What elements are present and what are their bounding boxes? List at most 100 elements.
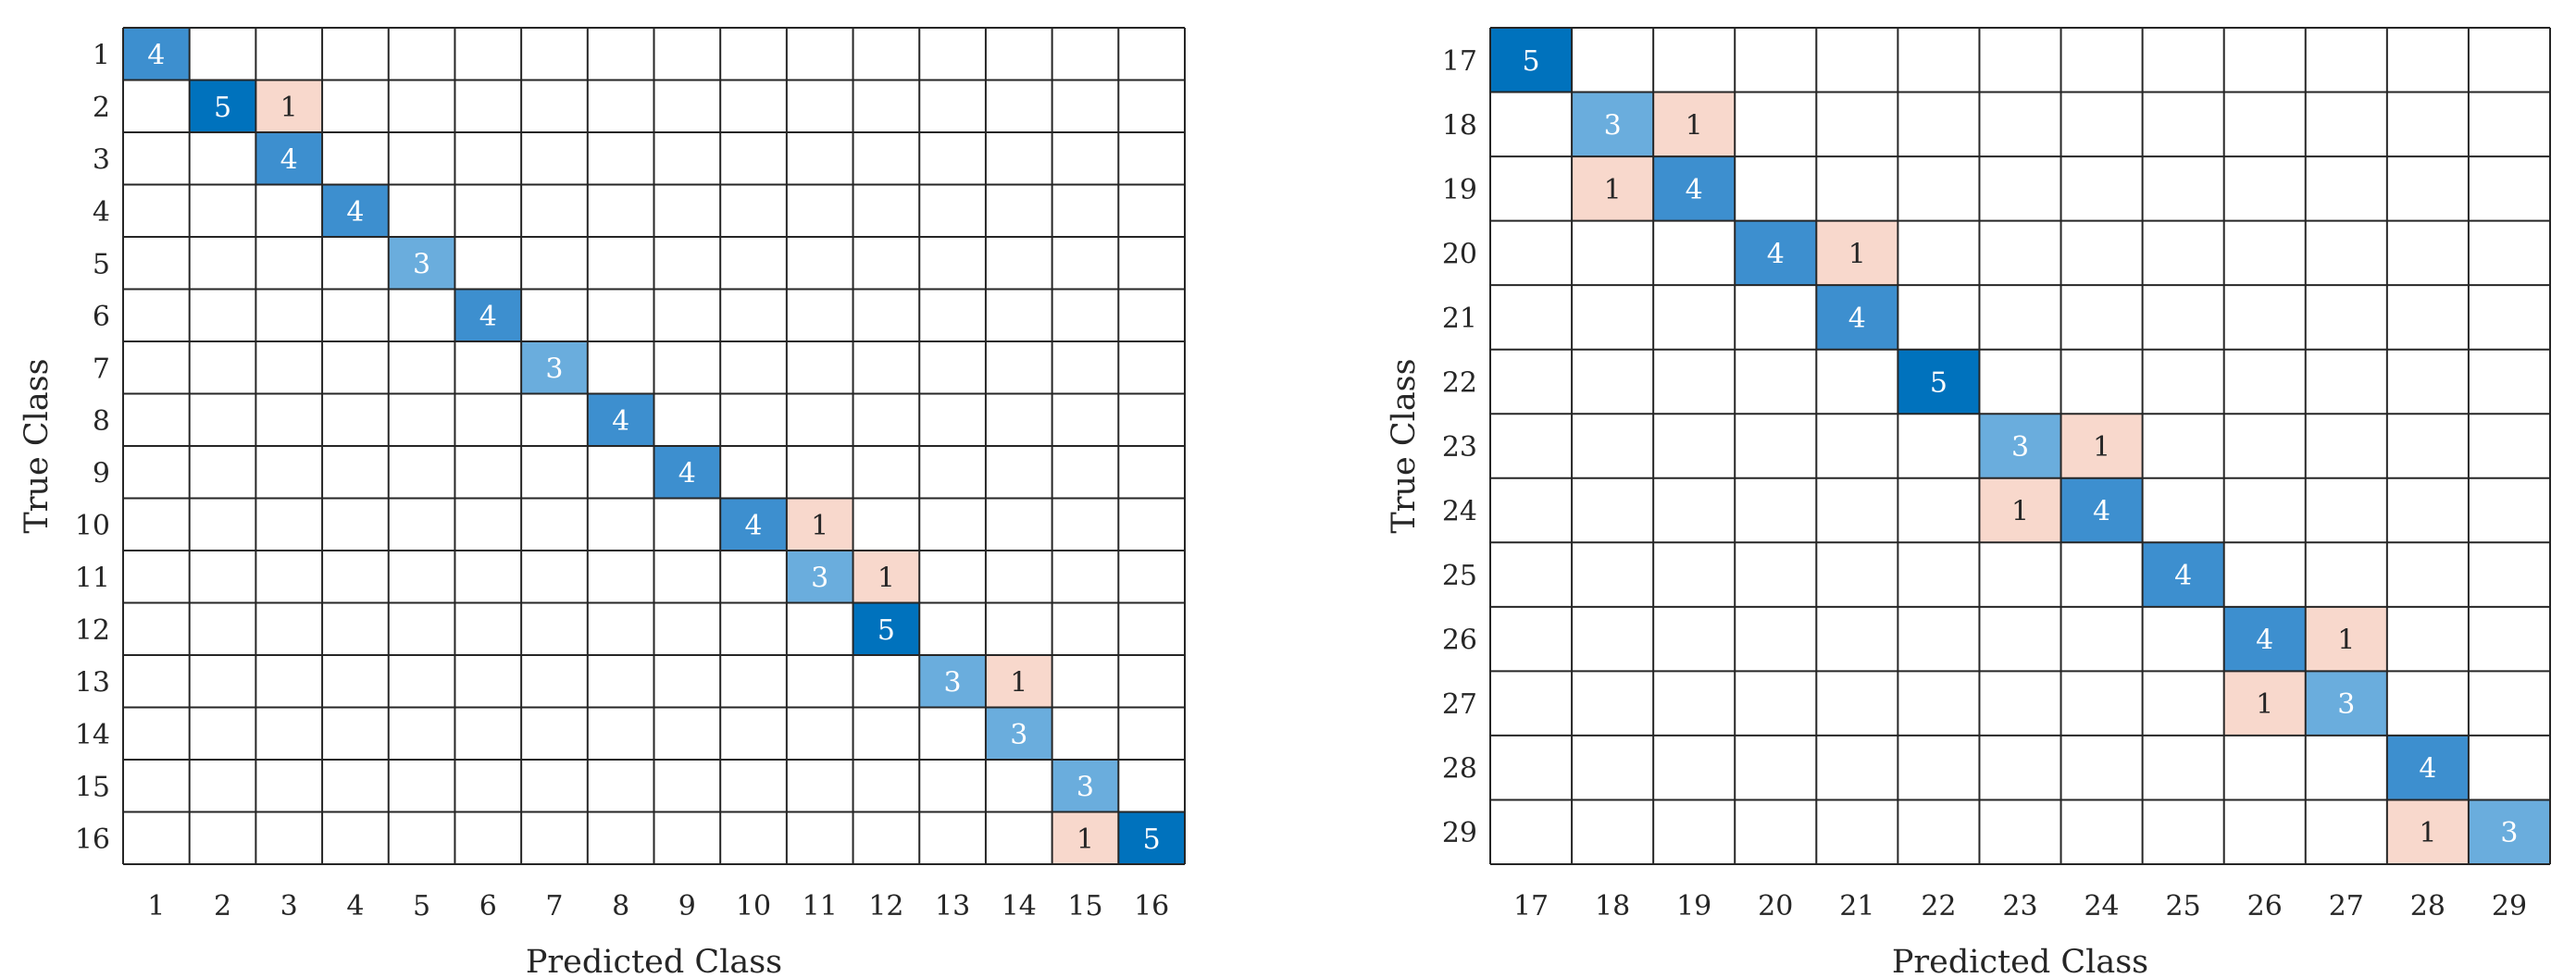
matrix-1-cell-value-12-12: 5 bbox=[877, 614, 895, 647]
matrix-1-cell-8-8 bbox=[587, 393, 654, 446]
matrix-1-x-tick-13: 13 bbox=[935, 890, 970, 922]
matrix-1-cell-value-2-2: 5 bbox=[214, 92, 231, 124]
matrix-2-cell-value-29-28: 1 bbox=[2419, 817, 2436, 849]
matrix-2-cell-24-23 bbox=[1979, 477, 2061, 543]
matrix-1-cell-13-13 bbox=[919, 655, 986, 708]
matrix-1-cell-value-14-14: 3 bbox=[1010, 719, 1027, 751]
matrix-1-x-axis-label: Predicted Class bbox=[526, 944, 782, 978]
matrix-1-cell-4-4 bbox=[322, 184, 389, 237]
matrix-2-y-tick-26: 26 bbox=[1442, 625, 1477, 657]
matrix-2-cell-value-19-18: 1 bbox=[1604, 174, 1622, 206]
matrix-1-cell-6-6 bbox=[454, 289, 522, 341]
matrix-1-y-tick-2: 2 bbox=[93, 92, 110, 124]
matrix-2-cell-19-18 bbox=[1572, 156, 1654, 221]
matrix-2-cell-23-23 bbox=[1979, 414, 2061, 478]
matrix-1-cell-value-15-15: 3 bbox=[1076, 771, 1094, 803]
matrix-2-y-tick-17: 17 bbox=[1442, 45, 1477, 78]
matrix-1-x-tick-2: 2 bbox=[214, 890, 231, 922]
matrix-1-x-tick-7: 7 bbox=[545, 890, 563, 922]
matrix-1-y-tick-1: 1 bbox=[93, 39, 110, 71]
matrix-2-x-tick-18: 18 bbox=[1595, 890, 1630, 922]
matrix-1-cell-14-14 bbox=[985, 707, 1052, 760]
matrix-1-y-tick-7: 7 bbox=[93, 353, 110, 385]
matrix-1-cells: 4 5 1 4 4 3 4 3 4 4 4 1 3 1 5 3 1 3 3 1 5 bbox=[123, 28, 1185, 864]
matrix-1-y-tick-6: 6 bbox=[93, 301, 110, 333]
matrix-2-cell-value-20-21: 1 bbox=[1848, 238, 1866, 270]
matrix-1-cell-3-3 bbox=[255, 132, 323, 185]
matrix-2-y-tick-19: 19 bbox=[1442, 174, 1477, 206]
matrix-1-cell-value-13-13: 3 bbox=[944, 666, 962, 699]
matrix-2-x-tick-21: 21 bbox=[1839, 890, 1874, 922]
matrix-1-x-tick-3: 3 bbox=[280, 890, 298, 922]
matrix-1-cell-10-10 bbox=[720, 498, 787, 551]
matrix-2-x-tick-22: 22 bbox=[1921, 890, 1956, 922]
matrix-1-y-tick-9: 9 bbox=[93, 457, 110, 489]
matrix-1-cell-value-11-11: 3 bbox=[811, 562, 828, 594]
matrix-1-y-tick-10: 10 bbox=[75, 510, 110, 542]
matrix-1-cell-11-11 bbox=[786, 551, 853, 603]
matrix-1-cell-10-11 bbox=[786, 498, 853, 551]
matrix-2-cell-27-27 bbox=[2305, 671, 2387, 736]
matrix-2-cell-value-26-26: 4 bbox=[2256, 625, 2273, 657]
matrix-1-cell-9-9 bbox=[653, 446, 721, 499]
matrix-1-cell-2-3 bbox=[255, 80, 323, 132]
matrix-2-cell-value-18-19: 1 bbox=[1686, 109, 1703, 142]
matrix-2-cell-29-28 bbox=[2386, 799, 2469, 864]
matrix-1-x-tick-11: 11 bbox=[803, 890, 838, 922]
matrix-1-cell-16-16 bbox=[1118, 811, 1185, 864]
matrix-2-x-tick-29: 29 bbox=[2492, 890, 2527, 922]
matrix-1-cell-value-3-3: 4 bbox=[280, 143, 298, 176]
matrix-1-cell-value-13-14: 1 bbox=[1010, 666, 1027, 699]
matrix-2-cell-25-25 bbox=[2142, 542, 2224, 607]
matrix-2-cell-value-22-22: 5 bbox=[1930, 366, 1948, 399]
matrix-2-grid bbox=[1489, 27, 2551, 865]
matrix-1-cell-value-16-15: 1 bbox=[1076, 823, 1094, 856]
matrix-2-y-axis-label: True Class bbox=[1386, 358, 1423, 533]
matrix-2-cell-value-21-21: 4 bbox=[1848, 303, 1866, 335]
matrix-1-cell-12-12 bbox=[852, 602, 920, 655]
matrix-1-x-ticks: 1 2 3 4 5 6 7 8 9 10 11 12 13 14 15 16 bbox=[147, 890, 1169, 922]
matrix-2-x-tick-24: 24 bbox=[2084, 890, 2119, 922]
matrix-2-y-tick-24: 24 bbox=[1442, 496, 1477, 528]
matrix-1-cell-value-16-16: 5 bbox=[1143, 823, 1161, 856]
matrix-2-cell-24-24 bbox=[2060, 477, 2143, 543]
matrix-1-x-tick-8: 8 bbox=[612, 890, 629, 922]
matrix-1-y-tick-4: 4 bbox=[93, 196, 110, 229]
matrix-2-cell-29-29 bbox=[2468, 799, 2550, 864]
matrix-2-cell-18-18 bbox=[1572, 92, 1654, 157]
matrix-2-cell-27-26 bbox=[2223, 671, 2306, 736]
matrix-2-x-tick-27: 27 bbox=[2329, 890, 2364, 922]
matrix-1-cell-value-8-8: 4 bbox=[612, 405, 629, 438]
matrix-1-x-tick-5: 5 bbox=[413, 890, 430, 922]
matrix-2-x-tick-17: 17 bbox=[1513, 890, 1549, 922]
matrix-1-cell-value-4-4: 4 bbox=[346, 196, 364, 229]
matrix-2-x-tick-28: 28 bbox=[2410, 890, 2445, 922]
matrix-1-cell-value-1-1: 4 bbox=[147, 39, 165, 71]
matrix-1-x-tick-10: 10 bbox=[736, 890, 771, 922]
matrix-1-cell-11-12 bbox=[852, 551, 920, 603]
matrix-1-x-tick-15: 15 bbox=[1067, 890, 1102, 922]
matrix-1-y-tick-3: 3 bbox=[93, 143, 110, 176]
matrix-1-x-tick-4: 4 bbox=[346, 890, 364, 922]
matrix-1-cell-value-11-12: 1 bbox=[877, 562, 895, 594]
matrix-1-x-tick-6: 6 bbox=[479, 890, 497, 922]
matrix-2-cell-20-20 bbox=[1735, 220, 1817, 286]
matrix-2-cell-value-26-27: 1 bbox=[2337, 625, 2355, 657]
matrix-1-cell-16-15 bbox=[1052, 811, 1119, 864]
matrix-2-y-tick-27: 27 bbox=[1442, 688, 1477, 721]
matrix-1-y-tick-14: 14 bbox=[75, 719, 110, 751]
matrix-1-cell-7-7 bbox=[521, 341, 588, 394]
matrix-2-y-ticks: 17 18 19 20 21 22 23 24 25 26 27 28 29 bbox=[1442, 45, 1477, 849]
matrix-2-cell-value-25-25: 4 bbox=[2174, 560, 2192, 592]
matrix-1-x-tick-9: 9 bbox=[678, 890, 696, 922]
matrix-2-cell-23-24 bbox=[2060, 414, 2143, 478]
matrix-2-y-tick-23: 23 bbox=[1442, 431, 1477, 464]
matrix-1-cell-13-14 bbox=[985, 655, 1052, 708]
matrix-1-cell-value-9-9: 4 bbox=[678, 457, 696, 489]
matrix-2-y-tick-18: 18 bbox=[1442, 109, 1477, 142]
matrix-2-x-axis-label: Predicted Class bbox=[1892, 944, 2148, 978]
matrix-2-cell-22-22 bbox=[1898, 349, 1980, 415]
matrix-2-y-tick-20: 20 bbox=[1442, 238, 1477, 270]
matrix-2-x-tick-26: 26 bbox=[2247, 890, 2283, 922]
